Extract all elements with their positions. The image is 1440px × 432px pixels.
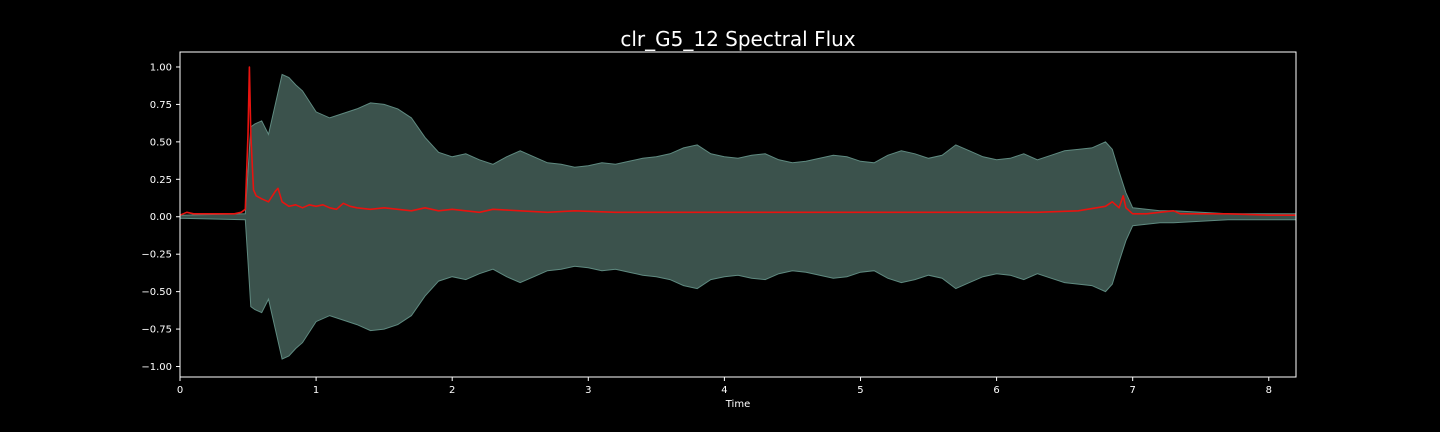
x-tick-label: 4	[721, 385, 727, 396]
x-axis: 0 1 2 3 4 5 6 7 8	[177, 377, 1272, 396]
axes-frame	[179, 51, 1297, 378]
y-tick-label: −0.50	[141, 287, 172, 298]
y-tick-label: 0.25	[150, 175, 172, 186]
x-tick-label: 1	[313, 385, 319, 396]
x-tick-label: 8	[1266, 385, 1272, 396]
y-tick-label: 1.00	[150, 62, 172, 73]
x-axis-label: Time	[725, 399, 750, 410]
y-tick-label: −0.75	[141, 325, 172, 336]
y-axis: 1.00 0.75 0.50 0.25 0.00 −0.25 −0.50 −0.75 −1.00	[141, 62, 180, 373]
y-tick-label: 0.00	[150, 212, 172, 223]
x-tick-label: 7	[1129, 385, 1135, 396]
x-tick-label: 0	[177, 385, 183, 396]
spectral-flux-line	[179, 66, 1296, 216]
x-tick-label: 3	[585, 385, 591, 396]
chart-title: clr_G5_12 Spectral Flux	[620, 27, 855, 51]
y-tick-label: −1.00	[141, 362, 172, 373]
y-tick-label: 0.75	[150, 100, 172, 111]
y-tick-label: 0.50	[150, 137, 172, 148]
x-tick-label: 6	[993, 385, 999, 396]
x-tick-label: 2	[449, 385, 455, 396]
y-tick-label: −0.25	[141, 250, 172, 261]
x-tick-label: 5	[857, 385, 863, 396]
